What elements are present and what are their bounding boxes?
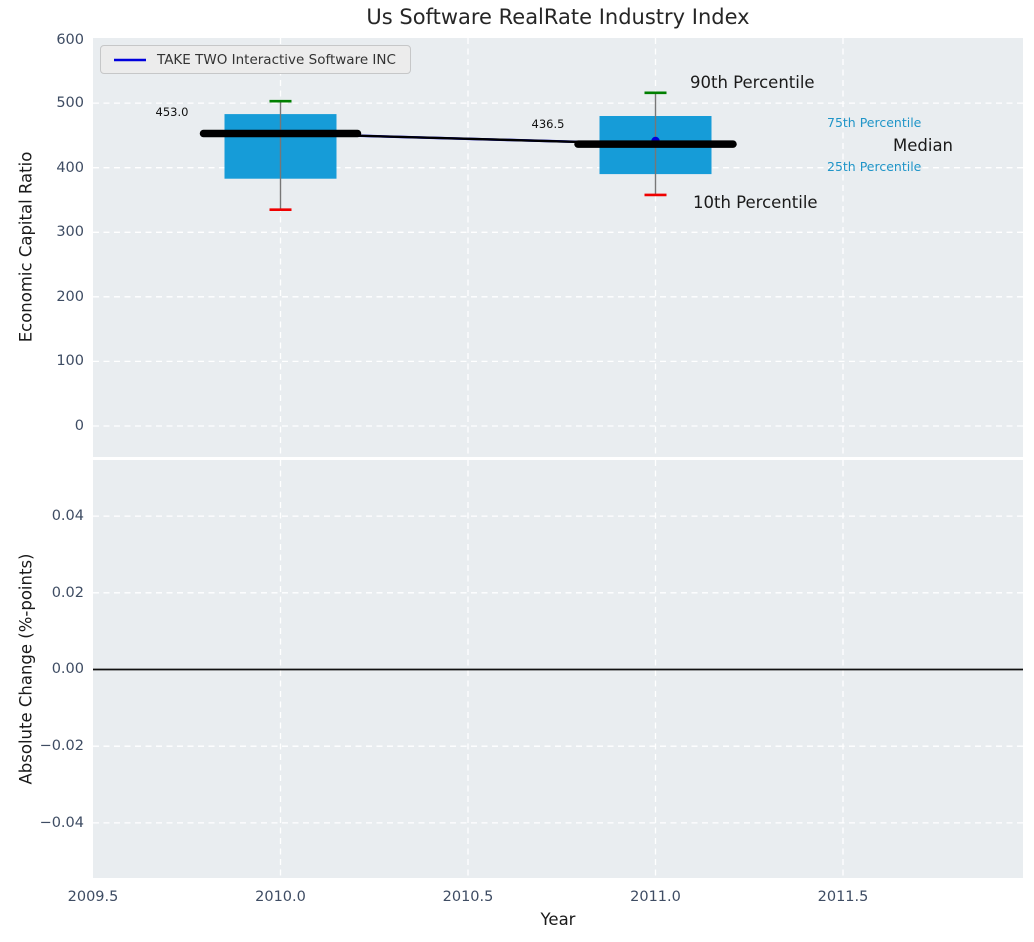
legend-line-swatch [114,58,146,61]
legend-series-label: TAKE TWO Interactive Software INC [157,51,396,68]
ytick-500: 500 [56,95,84,111]
ytick-0.02: 0.02 [51,585,84,601]
xtick-2010.0: 2010.0 [255,889,306,905]
ytick-0.00: 0.00 [51,661,84,677]
ytick-600: 600 [56,32,84,48]
xtick-2011.0: 2011.0 [630,889,681,905]
ytick-300: 300 [56,224,84,240]
bottom-axes-background [93,460,1023,878]
chart-title: Us Software RealRate Industry Index [366,5,750,29]
annotation-2010-value: 453.0 [155,105,189,119]
annotation-2011-value: 436.5 [531,117,565,131]
top-ylabel: Economic Capital Ratio [16,151,36,343]
ytick-200: 200 [56,289,84,305]
ytick-0.04: 0.04 [51,508,84,524]
label-75th-percentile: 75th Percentile [827,115,922,130]
legend: TAKE TWO Interactive Software INC [100,45,411,74]
xtick-2009.5: 2009.5 [67,889,119,905]
label-median: Median [893,136,954,155]
label-25th-percentile: 25th Percentile [827,159,922,174]
xtick-2011.5: 2011.5 [817,889,869,905]
ytick-400: 400 [56,160,84,176]
ytick--0.04: −0.04 [39,815,84,831]
top-axes-background [93,38,1023,457]
ytick--0.02: −0.02 [39,738,84,754]
label-10th-percentile: 10th Percentile [693,193,818,212]
xtick-2010.5: 2010.5 [442,889,494,905]
ytick-100: 100 [56,353,84,369]
xlabel: Year [540,910,576,929]
label-90th-percentile: 90th Percentile [690,73,815,92]
ytick-0: 0 [74,418,84,434]
